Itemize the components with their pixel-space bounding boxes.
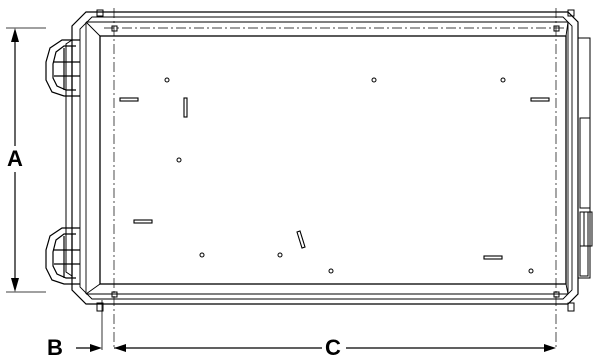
corner-posts — [96, 9, 575, 312]
tray-rim-outline — [79, 16, 573, 300]
handle-top — [45, 39, 80, 97]
dimension-b-arrows — [76, 344, 126, 352]
dimension-b-label: B — [44, 337, 66, 359]
left-wall — [65, 39, 73, 277]
tray-outer-outline — [71, 11, 579, 305]
mounting-holes — [164, 77, 534, 274]
dimension-c-label: C — [322, 337, 344, 359]
slots — [119, 97, 550, 260]
tray-inner-panel — [99, 35, 567, 285]
centerlines — [104, 8, 568, 350]
right-connector — [577, 37, 593, 279]
tray-inner-bevel — [85, 21, 569, 295]
dimension-a-label: A — [4, 148, 26, 170]
handle-bottom — [45, 227, 80, 285]
dimension-c-line — [122, 344, 556, 352]
dimension-a-line — [11, 28, 19, 292]
